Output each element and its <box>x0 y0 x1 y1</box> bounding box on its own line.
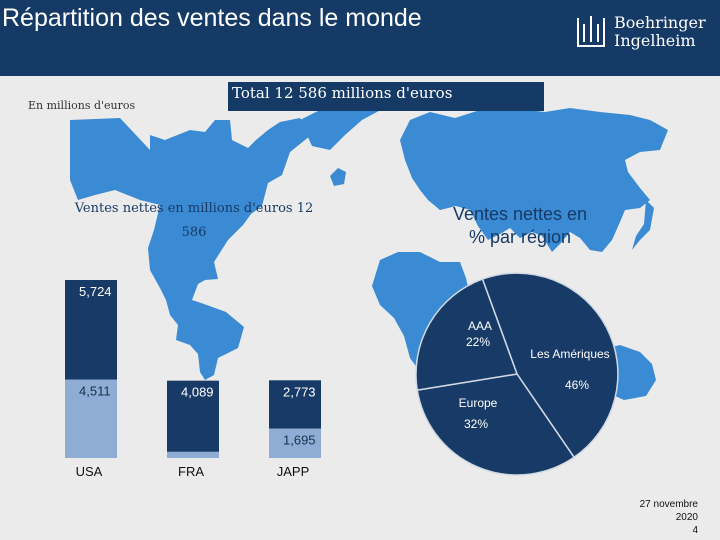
category-label-japp: JAPP <box>277 464 310 479</box>
pie-slice-value: 22% <box>466 335 490 349</box>
bar-fra-series2 <box>167 380 219 452</box>
bar-chart-title-line2: 586 <box>182 225 207 240</box>
pie-chart-title-line2: % par région <box>469 227 571 247</box>
logo-line2: Ingelheim <box>614 31 696 50</box>
bar-value-label: 2,773 <box>283 384 316 399</box>
pie-slice-label: Les Amériques <box>530 347 609 361</box>
total-banner: Total 12 586 millions d'euros <box>228 82 544 111</box>
bar-japp-series2 <box>269 380 321 429</box>
bar-usa-series2 <box>65 280 117 380</box>
header-bar <box>0 0 720 76</box>
company-logo: Boehringer Ingelheim <box>574 12 714 52</box>
page-number: 4 <box>692 525 698 536</box>
eurasia-shape <box>400 108 668 252</box>
total-label: Total 12 586 millions d'euros <box>232 84 453 102</box>
bar-value-label: 4,089 <box>181 385 214 400</box>
bar-japp-series1 <box>269 428 321 458</box>
bar-value-label: 4,511 <box>79 384 111 399</box>
bar-fra-series1 <box>167 451 219 458</box>
north-america-shape <box>70 118 310 380</box>
logo-emblem-icon <box>577 16 605 47</box>
pie-slice-2 <box>416 373 576 476</box>
footer: 27 novembre 2020 4 <box>640 498 698 537</box>
category-label-fra: FRA <box>178 464 204 479</box>
pie-slice-3 <box>415 278 519 391</box>
bar-value-label: 5,724 <box>79 284 112 299</box>
logo-line1: Boehringer <box>614 13 706 32</box>
uk-shape <box>330 168 346 186</box>
pie-slice-1 <box>481 272 619 459</box>
pie-chart: Les Amériques 46% Europe 32% AAA 22% <box>415 272 619 476</box>
pie-slice-value: 46% <box>565 378 589 392</box>
unit-note: En millions d'euros <box>28 99 136 112</box>
footer-date-line2: 2020 <box>675 512 698 523</box>
footer-date-line1: 27 novembre <box>639 499 698 510</box>
category-label-usa: USA <box>76 464 103 479</box>
bar-chart-title-line1: Ventes nettes en millions d'euros 12 <box>74 201 314 216</box>
pie-slice-label: AAA <box>468 319 492 333</box>
bar-value-label: 1,695 <box>283 433 316 448</box>
bar-usa-series1 <box>65 379 117 458</box>
pie-slice-value: 32% <box>464 417 488 431</box>
japan-shape <box>632 200 654 250</box>
pie-chart-title-line1: Ventes nettes en <box>453 204 587 224</box>
page-title: Répartition des ventes dans le monde <box>2 4 422 32</box>
pie-slice-label: Europe <box>459 396 498 410</box>
